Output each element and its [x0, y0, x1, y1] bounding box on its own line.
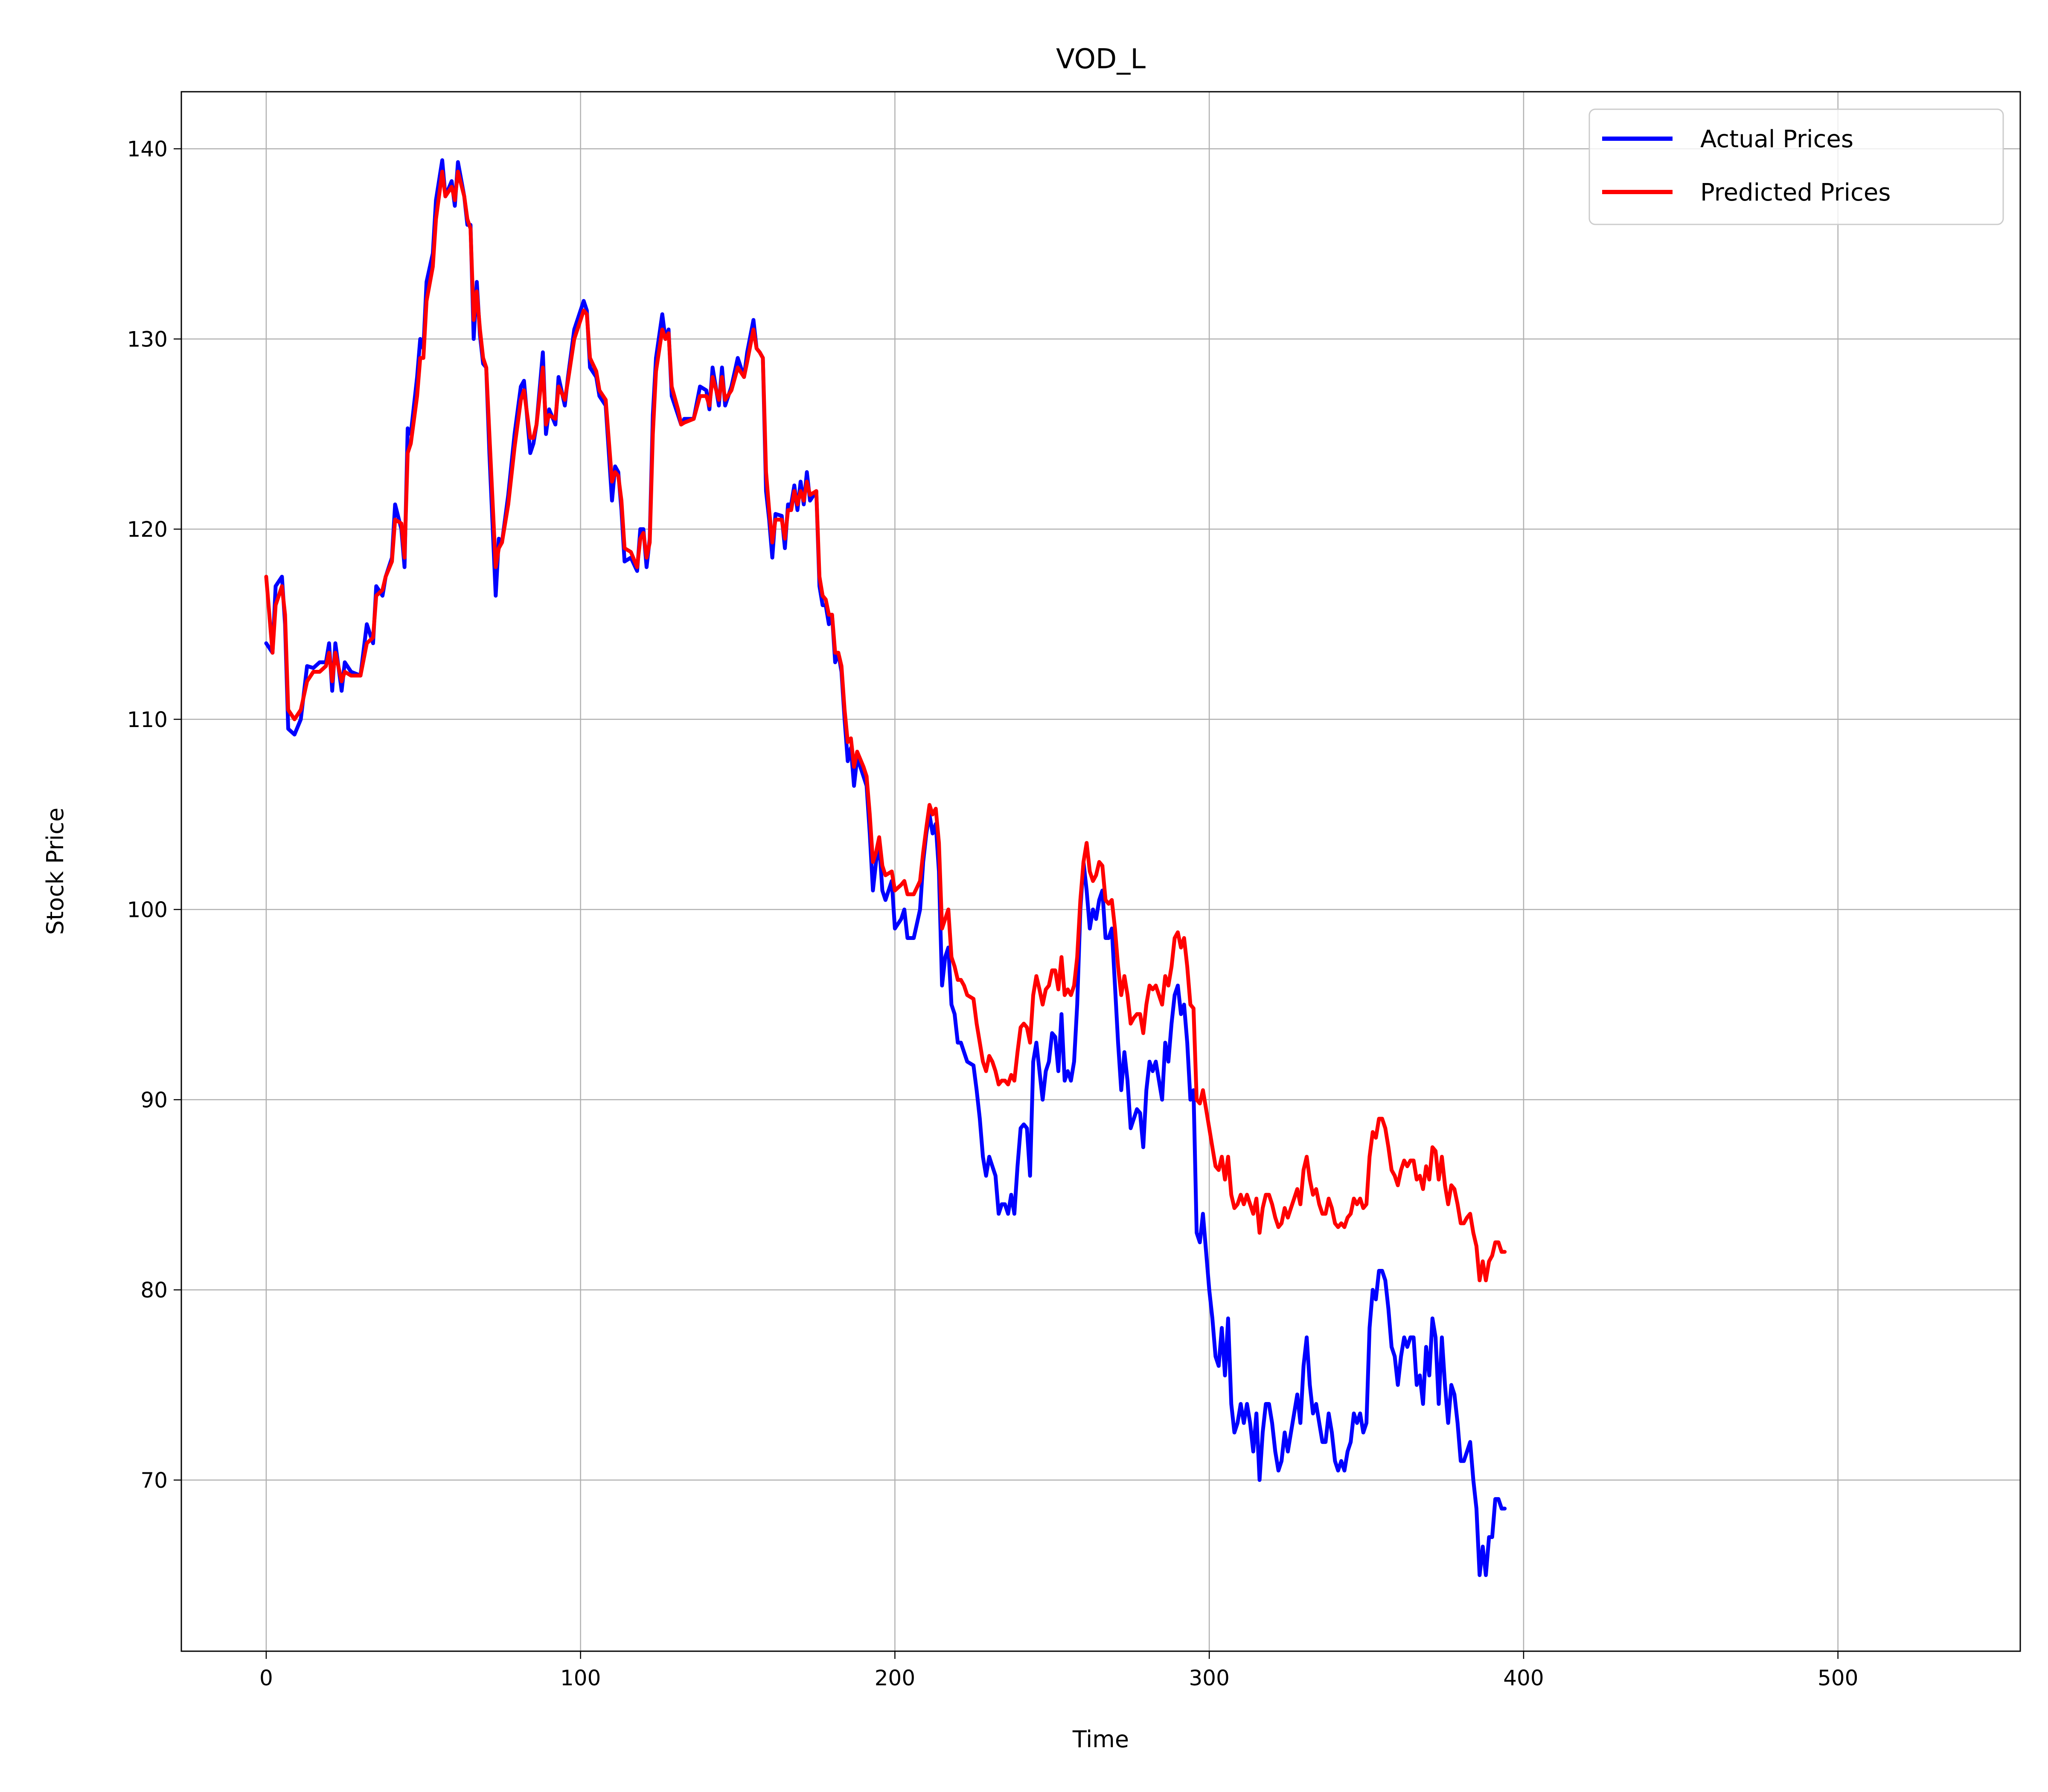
x-tick-label: 100	[560, 1666, 601, 1690]
x-tick-label: 0	[259, 1666, 273, 1690]
legend: Actual Prices Predicted Prices	[1588, 108, 2004, 225]
y-tick-label: 100	[127, 898, 168, 922]
y-tick-label: 90	[140, 1088, 168, 1112]
chart-title: VOD_L	[1056, 44, 1146, 75]
axis-ticks: 0 100 200 300 400 500 70 80 90 100 110 120 130 140	[127, 137, 1859, 1690]
legend-label-predicted-prices: Predicted Prices	[1700, 179, 1891, 207]
series-line-predicted-prices	[264, 169, 1507, 1283]
y-axis-label: Stock Price	[42, 808, 69, 935]
y-tick-label: 120	[127, 517, 168, 542]
y-tick-label: 70	[140, 1468, 168, 1493]
legend-box	[1588, 108, 2004, 225]
x-tick-label: 300	[1189, 1666, 1229, 1690]
x-tick-label: 200	[875, 1666, 915, 1690]
y-tick-label: 110	[127, 707, 168, 732]
x-axis-label: Time	[1072, 1726, 1129, 1753]
y-tick-label: 130	[127, 327, 168, 352]
y-tick-label: 80	[140, 1278, 168, 1303]
x-tick-label: 500	[1818, 1666, 1858, 1690]
x-tick-label: 400	[1503, 1666, 1544, 1690]
plot-frame	[180, 91, 2021, 1652]
series-lines	[264, 158, 1507, 1577]
legend-label-actual-prices: Actual Prices	[1700, 125, 1853, 153]
y-tick-label: 140	[127, 137, 168, 162]
